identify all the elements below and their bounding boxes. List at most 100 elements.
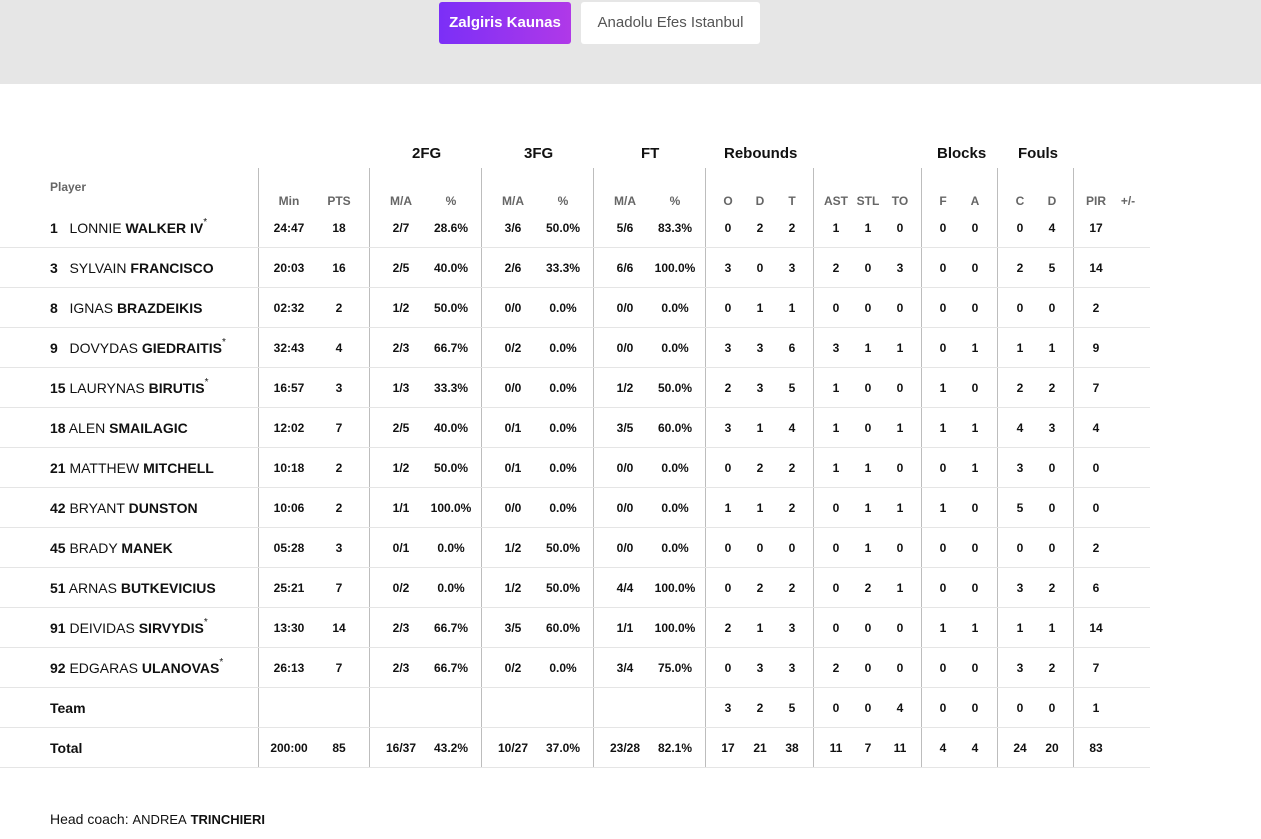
player-number: 3 xyxy=(50,260,58,276)
stat-min: 05:28 xyxy=(273,541,305,555)
player-name[interactable]: 92 EDGARAS ULANOVAS* xyxy=(50,648,223,688)
stat-pm xyxy=(1104,488,1152,528)
player-number: 92 xyxy=(50,660,66,676)
stat-pm xyxy=(1104,248,1152,288)
group-header-blocks: Blocks xyxy=(937,145,987,162)
stat-reb-t: 4 xyxy=(788,421,796,435)
stat-ft-ma: 6/6 xyxy=(616,261,634,275)
stat-ft-pct: 75.0% xyxy=(657,661,693,675)
stat-foul-c: 0 xyxy=(1016,701,1024,715)
stat-blk-a: 1 xyxy=(971,461,979,475)
stat-reb-t: 2 xyxy=(788,461,796,475)
stat-reb-o: 0 xyxy=(724,541,732,555)
stat-foul-d: 1 xyxy=(1048,341,1056,355)
stat-to: 11 xyxy=(893,741,907,755)
player-name[interactable]: 42 BRYANT DUNSTON xyxy=(50,488,198,528)
stat-stl: 0 xyxy=(864,421,872,435)
player-name[interactable]: 1 LONNIE WALKER IV* xyxy=(50,208,207,248)
stat-min: 10:18 xyxy=(273,461,305,475)
player-first-name: DOVYDAS xyxy=(69,340,138,356)
player-first-name: LONNIE xyxy=(69,220,122,236)
column-header-pir: PIR xyxy=(1085,194,1106,208)
player-name[interactable]: 18 ALEN SMAILAGIC xyxy=(50,408,188,448)
stat-min: 02:32 xyxy=(273,301,305,315)
player-name[interactable]: 3 SYLVAIN FRANCISCO xyxy=(50,248,214,288)
stat-min: 13:30 xyxy=(273,621,305,635)
stat-fg2-pct: 43.2% xyxy=(433,741,469,755)
stat-pts: 2 xyxy=(335,501,343,515)
stat-reb-d: 0 xyxy=(756,261,764,275)
stat-blk-a: 4 xyxy=(971,741,979,755)
team-selector-bar: Zalgiris Kaunas Anadolu Efes Istanbul xyxy=(0,0,1261,84)
stat-fg3-pct xyxy=(539,688,587,728)
player-number: 18 xyxy=(50,420,66,436)
player-name[interactable]: 51 ARNAS BUTKEVICIUS xyxy=(50,568,216,608)
player-name[interactable]: 91 DEIVIDAS SIRVYDIS* xyxy=(50,608,208,648)
stat-blk-f: 1 xyxy=(939,381,947,395)
stat-reb-d: 21 xyxy=(753,741,767,755)
stat-fg2-pct: 100.0% xyxy=(430,501,472,515)
stat-pir: 1 xyxy=(1092,701,1100,715)
stat-reb-t: 5 xyxy=(788,701,796,715)
stat-pts: 4 xyxy=(335,341,343,355)
stat-foul-c: 0 xyxy=(1016,221,1024,235)
stat-ft-ma: 0/0 xyxy=(616,461,634,475)
stat-ft-pct: 82.1% xyxy=(657,741,693,755)
stat-stl: 1 xyxy=(864,461,872,475)
starter-mark: * xyxy=(221,337,226,348)
stat-blk-f: 0 xyxy=(939,661,947,675)
stat-ft-pct: 0.0% xyxy=(661,341,689,355)
group-header-rebounds: Rebounds xyxy=(724,145,798,162)
player-name[interactable]: 21 MATTHEW MITCHELL xyxy=(50,448,214,488)
stat-to: 1 xyxy=(896,581,904,595)
player-row: 42 BRYANT DUNSTON 10:06 2 1/1 100.0% 0/0 0.0% 0… xyxy=(0,488,1150,528)
stat-reb-t: 38 xyxy=(785,741,799,755)
stat-stl: 2 xyxy=(864,581,872,595)
stat-to: 0 xyxy=(896,541,904,555)
stat-reb-t: 0 xyxy=(788,541,796,555)
tab-anadolu-efes-istanbul[interactable]: Anadolu Efes Istanbul xyxy=(581,2,760,44)
player-first-name: SYLVAIN xyxy=(69,260,127,276)
stat-ast: 0 xyxy=(832,621,840,635)
stat-pir: 9 xyxy=(1092,341,1100,355)
player-first-name: ALEN xyxy=(68,420,106,436)
player-last-name: WALKER IV xyxy=(125,220,204,236)
starter-mark: * xyxy=(203,217,208,228)
stat-fg2-pct: 33.3% xyxy=(433,381,469,395)
stat-fg3-pct: 0.0% xyxy=(549,461,577,475)
column-header-ft-ma: M/A xyxy=(614,194,636,208)
column-header-ast: AST xyxy=(824,194,848,208)
stat-reb-d: 0 xyxy=(756,541,764,555)
player-first-name: LAURYNAS xyxy=(69,380,145,396)
player-name[interactable]: 8 IGNAS BRAZDEIKIS xyxy=(50,288,203,328)
stat-stl: 0 xyxy=(864,261,872,275)
stat-foul-d: 2 xyxy=(1048,381,1056,395)
stat-pm xyxy=(1104,688,1152,728)
stat-ft-ma: 3/4 xyxy=(616,661,634,675)
tab-zalgiris-kaunas[interactable]: Zalgiris Kaunas xyxy=(439,2,571,44)
stat-foul-c: 3 xyxy=(1016,461,1024,475)
stat-fg3-pct: 60.0% xyxy=(545,621,581,635)
stat-pm xyxy=(1104,728,1152,768)
player-column-header: Player xyxy=(50,180,87,194)
group-header-ft: FT xyxy=(641,145,660,162)
stat-blk-f: 0 xyxy=(939,701,947,715)
column-header-stl: STL xyxy=(856,194,880,208)
column-header-pts: PTS xyxy=(327,194,351,208)
stat-ft-pct: 0.0% xyxy=(661,301,689,315)
player-name[interactable]: 45 BRADY MANEK xyxy=(50,528,173,568)
stat-pts: 16 xyxy=(332,261,346,275)
player-first-name: IGNAS xyxy=(69,300,114,316)
stat-stl: 0 xyxy=(864,661,872,675)
player-name[interactable]: 9 DOVYDAS GIEDRAITIS* xyxy=(50,328,226,368)
stat-reb-t: 2 xyxy=(788,501,796,515)
player-name[interactable]: 15 LAURYNAS BIRUTIS* xyxy=(50,368,208,408)
player-row: 21 MATTHEW MITCHELL 10:18 2 1/2 50.0% 0/1 0.0%… xyxy=(0,448,1150,488)
player-last-name: FRANCISCO xyxy=(130,260,214,276)
player-last-name: MITCHELL xyxy=(143,460,214,476)
column-divider xyxy=(258,168,259,768)
stat-ast: 11 xyxy=(829,741,843,755)
group-header-3fg: 3FG xyxy=(524,145,554,162)
stat-pir: 17 xyxy=(1089,221,1103,235)
group-header-fouls: Fouls xyxy=(1018,145,1058,162)
